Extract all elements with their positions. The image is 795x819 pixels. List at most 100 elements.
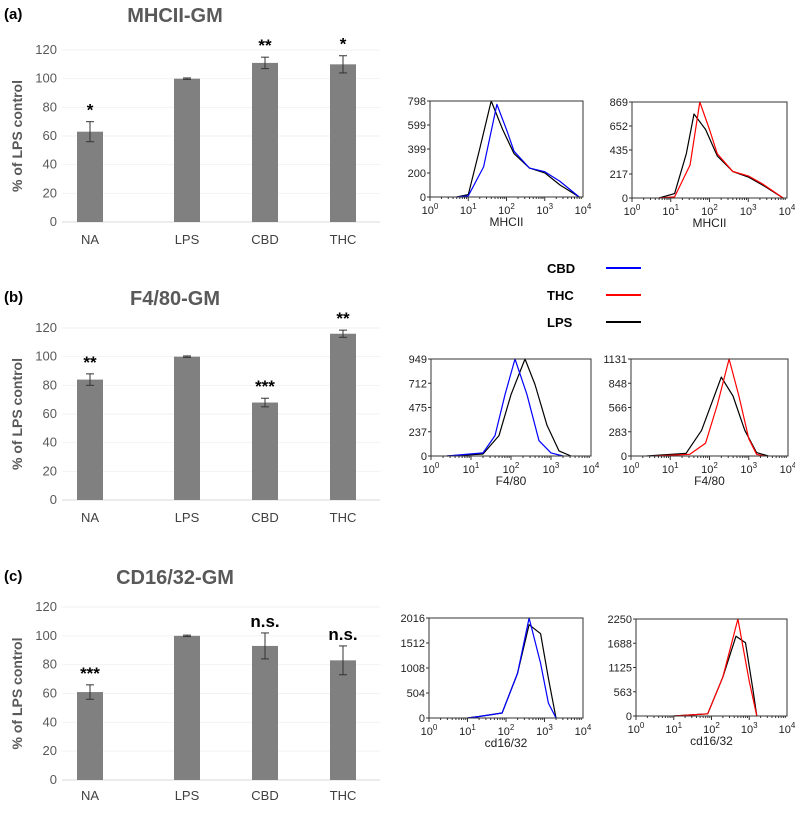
y-tick-label: 0 [50,214,57,229]
y-tick-label: 80 [43,99,57,114]
x-tick-label: CBD [251,510,278,525]
y-tick-label: 0 [50,772,57,787]
y-tick-label: 848 [609,378,627,390]
x-tick-exponent: 2 [510,202,515,211]
y-tick-label: 40 [43,435,57,450]
legend-item-lps: LPS [547,315,641,330]
x-tick-label: 103 [741,721,758,736]
y-tick-label: 0 [419,713,425,725]
x-axis-label: cd16/32 [690,734,733,748]
y-tick-label: 0 [621,451,627,463]
plot-frame [429,100,584,198]
plot-frame [635,618,788,717]
bar-THC [330,64,356,222]
x-tick-label: 104 [779,203,795,218]
legend-label: LPS [547,315,573,330]
x-tick-label: LPS [175,510,200,525]
x-tick-base: 10 [423,464,435,476]
bar-NA [77,379,103,500]
bar-chart-1: (b) F4/80-GM % of LPS control 0 20 40 60 80 100 1… [4,288,380,525]
x-tick-base: 10 [624,206,636,218]
significance-marker: *** [80,664,100,683]
x-tick-label: 102 [703,721,720,736]
x-tick-base: 10 [701,206,713,218]
x-tick-label: 100 [624,203,641,218]
x-tick-base: 10 [665,724,677,736]
y-tick-label: 1125 [608,663,632,675]
x-tick-exponent: 3 [752,203,757,212]
histogram-line-thc [673,618,758,717]
x-tick-label: 101 [459,723,476,738]
x-tick-exponent: 0 [434,202,439,211]
x-tick-base: 10 [623,464,635,476]
y-tick-label: 0 [420,192,426,204]
significance-marker: n.s. [328,625,357,644]
x-tick-base: 10 [662,464,674,476]
legend-item-thc: THC [547,288,641,303]
y-tick-label: 40 [43,157,57,172]
x-tick-exponent: 0 [433,723,438,732]
x-tick-exponent: 4 [587,723,592,732]
bar-NA [77,692,103,780]
significance-marker: *** [255,377,275,396]
x-tick-label: 100 [422,202,439,217]
x-tick-exponent: 0 [635,461,640,470]
x-tick-base: 10 [779,724,791,736]
y-tick-label: 60 [43,406,57,421]
y-tick-label: 283 [609,427,627,439]
x-tick-exponent: 2 [510,723,515,732]
bar-chart-0: (a) MHCII-GM % of LPS control 0 20 40 60 80 100 1… [4,5,380,247]
y-tick-label: 504 [407,688,425,700]
x-tick-base: 10 [662,206,674,218]
x-tick-base: 10 [740,206,752,218]
y-tick-label: 120 [35,42,57,57]
histogram-line-cbd [446,358,564,457]
bar-CBD [252,402,278,500]
x-tick-label: 102 [498,723,515,738]
histogram-line-lps [673,635,758,717]
y-tick-label: 20 [43,185,57,200]
x-tick-base: 10 [741,724,753,736]
x-tick-base: 10 [575,205,587,217]
histogram-line-cbd [456,103,580,198]
x-tick-exponent: 4 [595,461,600,470]
x-tick-label: THC [330,510,357,525]
histogram-line-thc [659,101,784,199]
x-tick-label: 100 [421,723,438,738]
y-tick-label: 0 [50,492,57,507]
x-tick-exponent: 3 [548,723,553,732]
y-tick-label: 80 [43,657,57,672]
x-tick-exponent: 4 [791,721,795,730]
y-tick-label: 1688 [608,638,632,650]
x-tick-label: NA [81,232,99,247]
x-tick-exponent: 2 [713,203,718,212]
x-tick-label: THC [330,232,357,247]
y-tick-label: 1131 [603,354,627,366]
y-tick-label: 0 [626,711,632,723]
significance-marker: * [340,35,347,54]
x-tick-base: 10 [503,464,515,476]
x-tick-exponent: 1 [475,461,480,470]
x-tick-label: CBD [251,788,278,803]
y-tick-label: 1512 [401,638,425,650]
x-axis-label: MHCII [490,215,524,229]
x-tick-label: 104 [575,202,592,217]
y-tick-label: 563 [614,687,632,699]
y-tick-label: 20 [43,463,57,478]
x-tick-exponent: 2 [715,721,720,730]
panel-label: (c) [4,568,22,585]
x-tick-base: 10 [543,464,555,476]
x-tick-label: 102 [503,461,520,476]
x-tick-exponent: 0 [435,461,440,470]
y-tick-label: 200 [408,168,426,180]
x-tick-label: 103 [536,202,553,217]
bar-CBD [252,645,278,780]
y-tick-label: 100 [35,628,57,643]
x-tick-base: 10 [536,205,548,217]
x-tick-label: 104 [583,461,600,476]
plot-frame [631,101,788,199]
y-tick-label: 0 [421,451,427,463]
x-tick-base: 10 [422,205,434,217]
